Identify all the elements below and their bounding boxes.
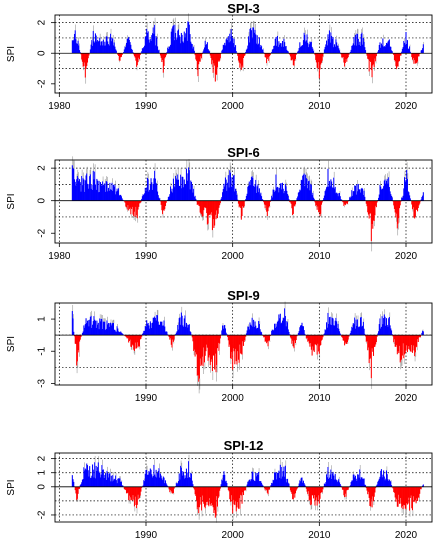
x-tick-label: 2020	[395, 530, 418, 541]
y-tick-label: -2	[37, 228, 48, 237]
x-tick-label: 1990	[135, 251, 158, 262]
panel-title: SPI-3	[227, 1, 260, 16]
y-tick-label: -3	[37, 379, 48, 388]
y-tick-label: 2	[37, 455, 48, 461]
y-tick-label: 2	[37, 19, 48, 25]
panel-spi-12: SPI-12 SPI -2 0 1 2 1990 2000 2010 2020	[6, 438, 433, 541]
panel-title: SPI-12	[224, 438, 264, 453]
x-tick-label: 2000	[222, 393, 245, 404]
x-tick-label: 2010	[308, 251, 331, 262]
x-tick-label: 1990	[135, 101, 158, 112]
x-tick-label: 1980	[48, 251, 71, 262]
y-tick-label: -2	[37, 510, 48, 519]
y-tick-label: 1	[37, 316, 48, 322]
x-tick-label: 1990	[135, 393, 158, 404]
y-tick-label: 0	[37, 197, 48, 203]
x-tick-label: 2000	[222, 101, 245, 112]
plot-frame	[54, 14, 433, 94]
x-tick-label: 2010	[308, 101, 331, 112]
panel-spi-6: SPI-6 SPI -2 0 2 1980 1990 2000 2010 2020	[6, 145, 433, 262]
y-tick-label: 0	[37, 484, 48, 490]
x-tick-label: 2010	[308, 530, 331, 541]
x-tick-label: 2010	[308, 393, 331, 404]
y-tick-label: -2	[37, 79, 48, 88]
x-tick-label: 2020	[395, 393, 418, 404]
y-axis-label: SPI	[6, 336, 17, 352]
y-axis-label: SPI	[6, 46, 17, 62]
y-tick-label: -1	[37, 346, 48, 355]
x-tick-label: 2000	[222, 530, 245, 541]
panel-title: SPI-6	[227, 145, 260, 160]
panel-title: SPI-9	[227, 288, 260, 303]
plot-frame	[54, 302, 433, 386]
y-axis-label: SPI	[6, 479, 17, 495]
x-tick-label: 1980	[48, 101, 71, 112]
panel-spi-3: SPI-3 SPI -2 0 2 1980 1990 2000 2010 2020	[6, 1, 433, 112]
x-tick-label: 2020	[395, 251, 418, 262]
y-tick-label: 0	[37, 50, 48, 56]
y-tick-label: 1	[37, 469, 48, 475]
plot-frame	[54, 159, 433, 244]
y-axis-label: SPI	[6, 193, 17, 209]
x-tick-label: 2020	[395, 101, 418, 112]
plot-frame	[54, 452, 433, 523]
panel-spi-9: SPI-9 SPI -3 -1 1 1990 2000 2010 2020	[6, 288, 433, 404]
x-tick-label: 1990	[135, 530, 158, 541]
y-tick-label: 2	[37, 165, 48, 171]
x-tick-label: 2000	[222, 251, 245, 262]
